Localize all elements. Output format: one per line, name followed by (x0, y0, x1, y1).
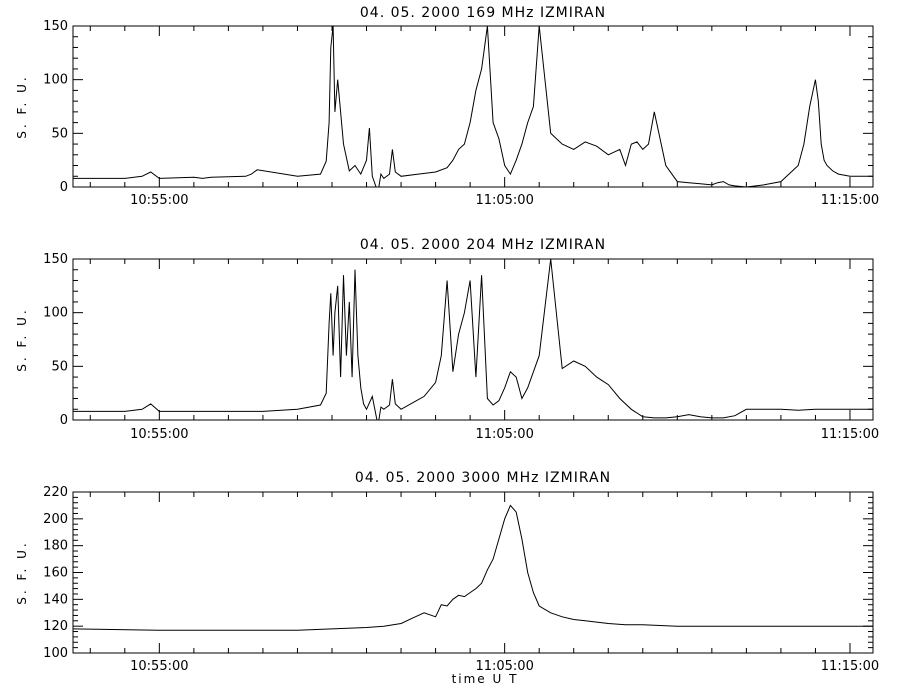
y-tick-label: 220 (43, 485, 68, 500)
chart-panel-3: 04. 05. 2000 3000 MHz IZMIRAN S. F. U. 100… (15, 470, 879, 686)
plot-frame (72, 258, 874, 421)
y-axis-label: S. F. U. (15, 540, 29, 604)
y-tick-label: 50 (51, 126, 68, 141)
y-tick-label: 100 (43, 73, 68, 88)
x-tick-label: 11:15:00 (821, 659, 879, 674)
y-tick-label: 200 (43, 512, 68, 527)
y-tick-label: 150 (43, 19, 68, 34)
y-tick-label: 100 (43, 646, 68, 661)
x-tick-label: 11:05:00 (475, 427, 533, 442)
y-tick-label: 140 (43, 592, 68, 607)
x-tick-label: 10:55:00 (130, 427, 188, 442)
x-axis-label: time U T (452, 672, 519, 686)
y-axis-label: S. F. U. (15, 74, 29, 138)
x-tick-label: 11:05:00 (475, 659, 533, 674)
x-tick-label: 10:55:00 (130, 193, 188, 208)
y-tick-label: 50 (51, 359, 68, 374)
y-tick-label: 120 (43, 619, 68, 634)
chart-title: 04. 05. 2000 169 MHz IZMIRAN (360, 5, 606, 21)
x-tick-label: 11:05:00 (475, 193, 533, 208)
y-tick-label: 0 (60, 413, 68, 428)
y-tick-label: 0 (60, 180, 68, 195)
y-axis-label: S. F. U. (15, 307, 29, 371)
series-line-1 (73, 26, 873, 187)
y-tick-label: 160 (43, 566, 68, 581)
chart-panel-1: 04. 05. 2000 169 MHz IZMIRAN S. F. U. 0 50 1… (15, 5, 879, 208)
plot-frame (72, 491, 874, 654)
y-tick-label: 100 (43, 306, 68, 321)
x-tick-label: 11:15:00 (821, 193, 879, 208)
plot-frame (72, 25, 874, 188)
chart-title: 04. 05. 2000 204 MHz IZMIRAN (360, 237, 606, 253)
chart-title: 04. 05. 2000 3000 MHz IZMIRAN (355, 470, 611, 486)
series-line-1 (73, 504, 873, 631)
x-tick-label: 10:55:00 (130, 659, 188, 674)
series-line-1 (73, 259, 873, 420)
y-tick-label: 180 (43, 539, 68, 554)
x-tick-label: 11:15:00 (821, 427, 879, 442)
chart-panel-2: 04. 05. 2000 204 MHz IZMIRAN S. F. U. 0 50 1… (15, 237, 879, 442)
y-tick-label: 150 (43, 252, 68, 267)
